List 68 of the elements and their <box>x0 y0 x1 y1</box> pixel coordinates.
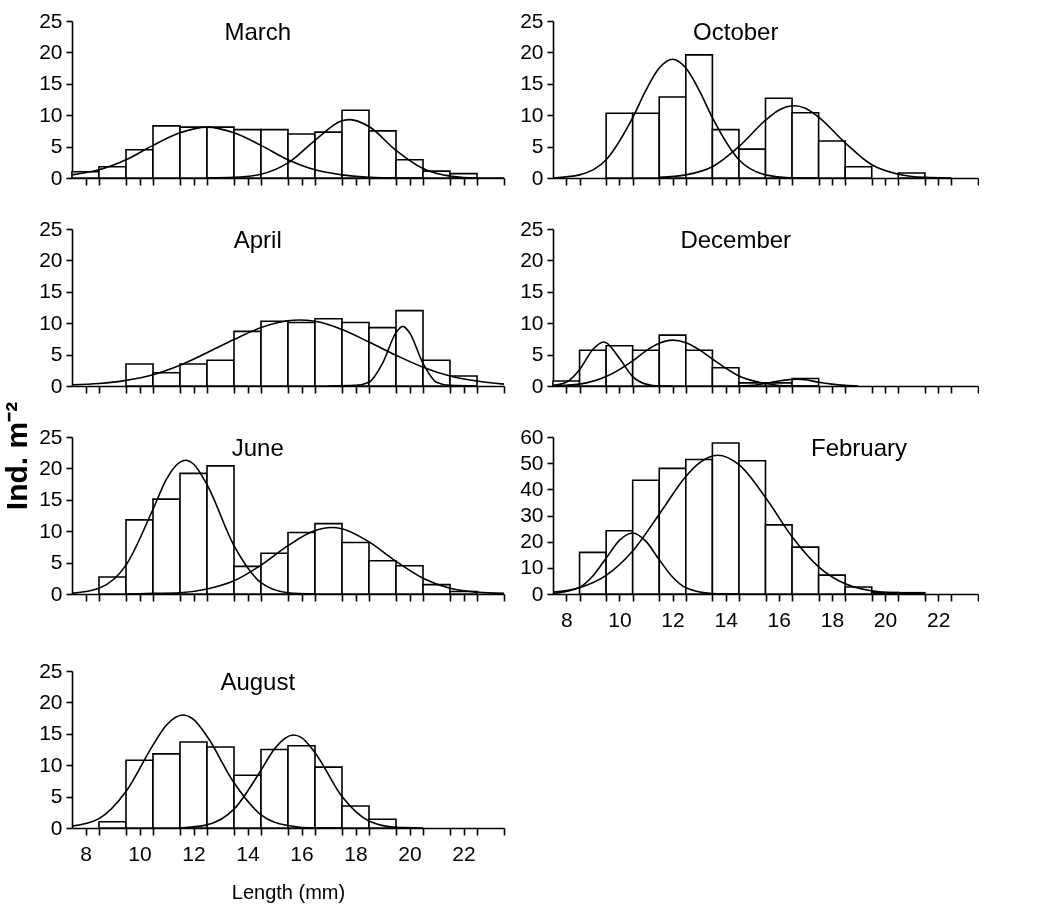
y-tick-label: 25 <box>39 8 63 32</box>
y-tick-label: 10 <box>520 555 544 579</box>
y-tick-label: 0 <box>531 165 544 189</box>
y-tick-label: 60 <box>520 424 544 448</box>
y-axis-title: Ind. m⁻² <box>0 401 33 511</box>
y-tick-label: 0 <box>50 165 63 189</box>
x-tick-label: 10 <box>128 841 152 865</box>
y-tick-label: 30 <box>520 503 544 526</box>
y-tick-label: 15 <box>39 279 63 303</box>
y-tick-label: 15 <box>39 71 63 95</box>
y-tick-label: 25 <box>520 8 544 32</box>
y-tick-label: 20 <box>39 39 63 63</box>
chart-title: June <box>231 434 284 461</box>
y-tick-label: 5 <box>50 342 63 366</box>
y-tick-label: 40 <box>520 476 544 500</box>
x-tick-label: 12 <box>182 841 206 865</box>
chart-title: March <box>224 18 292 45</box>
x-tick-label: 8 <box>80 841 92 865</box>
y-tick-label: 0 <box>531 373 544 397</box>
chart-title: October <box>693 18 779 45</box>
y-tick-label: 0 <box>50 815 63 839</box>
y-tick-label: 20 <box>520 529 544 553</box>
x-tick-label: 12 <box>661 607 685 631</box>
y-tick-label: 20 <box>39 247 63 271</box>
y-tick-label: 50 <box>520 450 544 474</box>
y-tick-label: 10 <box>39 518 63 542</box>
chart-title: December <box>680 226 792 253</box>
chart-title: February <box>810 434 908 461</box>
y-tick-label: 25 <box>39 216 63 240</box>
chart-title: April <box>233 226 282 253</box>
x-tick-label: 14 <box>236 841 260 865</box>
x-tick-label: 18 <box>344 841 368 865</box>
y-tick-label: 0 <box>531 581 544 605</box>
y-tick-label: 25 <box>39 658 63 682</box>
x-tick-label: 16 <box>290 841 314 865</box>
x-tick-label: 10 <box>608 607 632 631</box>
y-tick-label: 15 <box>39 721 63 745</box>
y-tick-label: 10 <box>39 102 63 126</box>
y-tick-label: 5 <box>50 134 63 158</box>
y-tick-label: 15 <box>520 71 544 95</box>
y-tick-label: 20 <box>39 455 63 479</box>
x-tick-label: 22 <box>926 607 951 631</box>
chart-title: August <box>220 668 296 695</box>
y-tick-label: 20 <box>520 247 544 271</box>
x-tick-label: 16 <box>767 607 791 631</box>
y-tick-label: 25 <box>520 216 544 240</box>
y-tick-label: 5 <box>50 784 63 808</box>
y-tick-label: 0 <box>50 373 63 397</box>
y-tick-label: 20 <box>520 39 544 63</box>
y-tick-label: 5 <box>531 342 544 366</box>
y-tick-label: 10 <box>39 752 63 776</box>
x-tick-label: 22 <box>452 841 476 865</box>
x-tick-label: 8 <box>560 607 573 631</box>
y-tick-label: 20 <box>39 689 63 713</box>
x-tick-label: 14 <box>714 607 739 631</box>
x-tick-label: 20 <box>398 841 422 865</box>
y-tick-label: 10 <box>39 310 63 334</box>
x-tick-label: 20 <box>873 607 898 631</box>
x-axis-title: Length (mm) <box>231 880 346 903</box>
x-tick-label: 18 <box>820 607 845 631</box>
y-tick-label: 5 <box>50 550 63 574</box>
y-tick-label: 25 <box>39 424 63 448</box>
y-tick-label: 15 <box>520 279 544 303</box>
y-tick-label: 15 <box>39 487 63 511</box>
y-tick-label: 5 <box>531 134 544 158</box>
y-tick-label: 10 <box>520 102 544 126</box>
y-tick-label: 10 <box>520 310 544 334</box>
y-tick-label: 0 <box>50 581 63 605</box>
